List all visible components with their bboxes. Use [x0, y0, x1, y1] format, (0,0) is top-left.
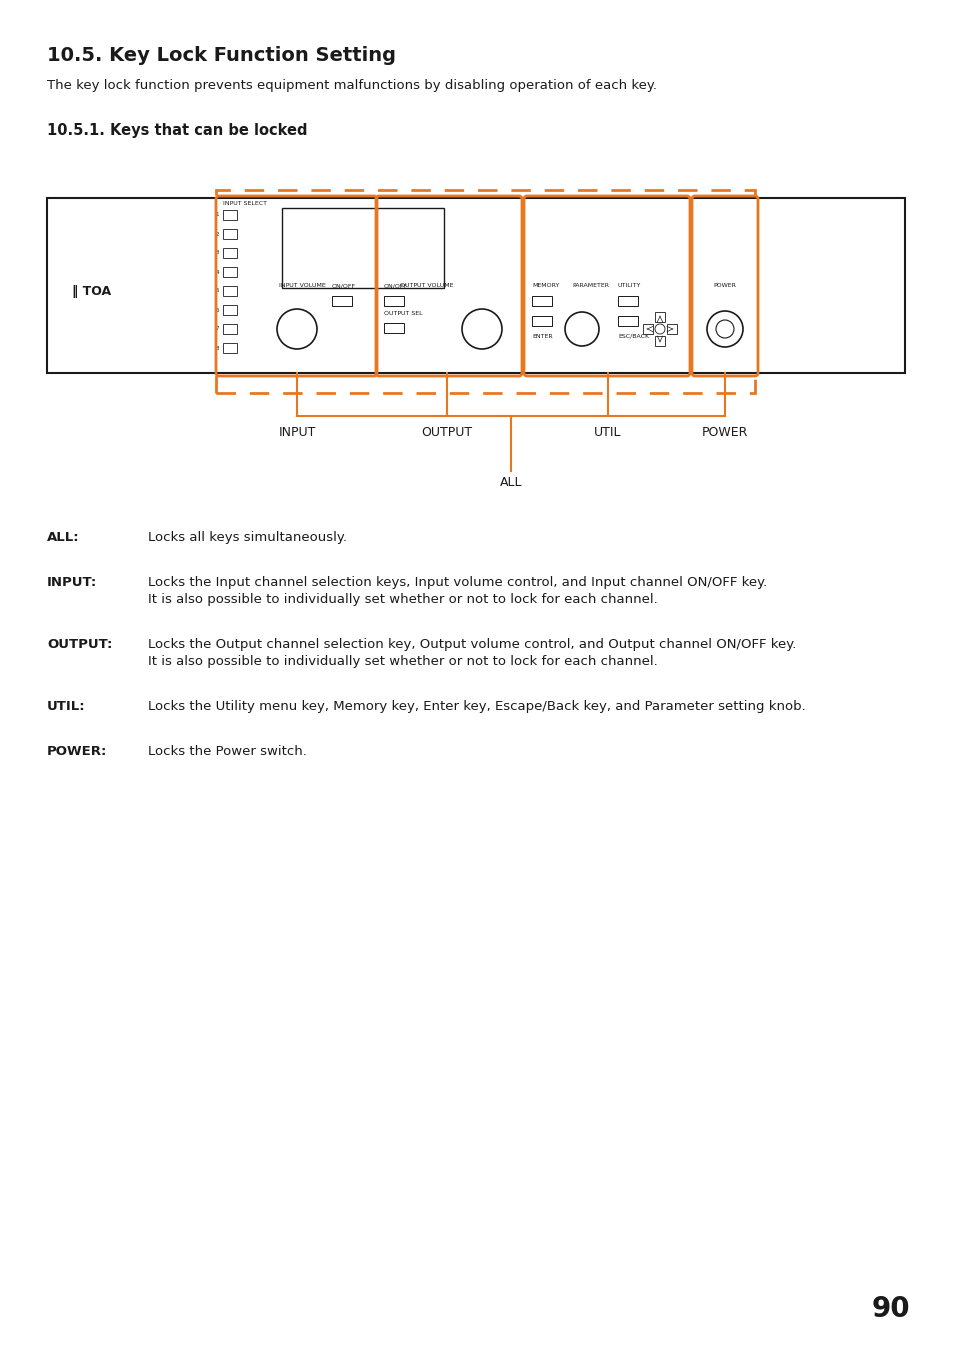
Bar: [223, 267, 236, 277]
Text: ON/OFF: ON/OFF: [384, 282, 408, 288]
Text: 7: 7: [215, 327, 219, 331]
Text: UTIL: UTIL: [594, 426, 621, 439]
Circle shape: [564, 312, 598, 346]
Bar: [223, 249, 236, 258]
Circle shape: [706, 311, 742, 347]
Text: OUTPUT VOLUME: OUTPUT VOLUME: [400, 282, 454, 288]
Bar: [618, 316, 638, 326]
Text: POWER: POWER: [713, 282, 736, 288]
Circle shape: [276, 309, 316, 349]
Bar: [532, 316, 552, 326]
Bar: [332, 296, 352, 305]
Text: The key lock function prevents equipment malfunctions by disabling operation of : The key lock function prevents equipment…: [47, 78, 657, 92]
Text: ALL: ALL: [499, 476, 521, 489]
Bar: [215, 190, 754, 393]
Text: ESC/BACK: ESC/BACK: [618, 334, 648, 339]
Text: 1: 1: [215, 212, 219, 218]
Text: Locks the Output channel selection key, Output volume control, and Output channe: Locks the Output channel selection key, …: [148, 638, 796, 651]
Bar: [47, 199, 904, 373]
Text: POWER:: POWER:: [47, 744, 108, 758]
Text: INPUT:: INPUT:: [47, 576, 97, 589]
Text: INPUT: INPUT: [278, 426, 315, 439]
Bar: [666, 324, 677, 334]
Text: It is also possible to individually set whether or not to lock for each channel.: It is also possible to individually set …: [148, 593, 657, 607]
Text: 6: 6: [215, 308, 219, 312]
Text: ON/OFF: ON/OFF: [332, 282, 355, 288]
Text: 5: 5: [215, 289, 219, 293]
Circle shape: [461, 309, 501, 349]
Text: ‖ TOA: ‖ TOA: [71, 285, 111, 297]
Bar: [532, 296, 552, 305]
Text: Locks the Input channel selection keys, Input volume control, and Input channel : Locks the Input channel selection keys, …: [148, 576, 766, 589]
Bar: [223, 209, 236, 220]
Text: 3: 3: [215, 250, 219, 255]
Text: ENTER: ENTER: [532, 334, 552, 339]
Bar: [223, 230, 236, 239]
Text: 4: 4: [215, 269, 219, 274]
Bar: [223, 343, 236, 353]
Text: It is also possible to individually set whether or not to lock for each channel.: It is also possible to individually set …: [148, 655, 657, 667]
Bar: [384, 323, 403, 332]
Text: OUTPUT: OUTPUT: [421, 426, 472, 439]
Bar: [655, 336, 664, 346]
Text: ALL:: ALL:: [47, 531, 79, 544]
Text: INPUT SELECT: INPUT SELECT: [223, 201, 267, 205]
Bar: [223, 305, 236, 315]
Text: UTIL:: UTIL:: [47, 700, 86, 713]
Bar: [384, 296, 403, 305]
Circle shape: [655, 324, 664, 334]
Text: Locks the Utility menu key, Memory key, Enter key, Escape/Back key, and Paramete: Locks the Utility menu key, Memory key, …: [148, 700, 805, 713]
Text: POWER: POWER: [701, 426, 747, 439]
Text: Locks the Power switch.: Locks the Power switch.: [148, 744, 307, 758]
Text: Locks all keys simultaneously.: Locks all keys simultaneously.: [148, 531, 347, 544]
Text: OUTPUT:: OUTPUT:: [47, 638, 112, 651]
Text: INPUT VOLUME: INPUT VOLUME: [278, 282, 325, 288]
Bar: [618, 296, 638, 305]
Text: 90: 90: [870, 1296, 909, 1323]
Text: UTILITY: UTILITY: [618, 282, 640, 288]
Bar: [655, 312, 664, 322]
Text: MEMORY: MEMORY: [532, 282, 558, 288]
Text: 10.5. Key Lock Function Setting: 10.5. Key Lock Function Setting: [47, 46, 395, 65]
Text: 2: 2: [215, 231, 219, 236]
Text: 8: 8: [215, 346, 219, 350]
Text: PARAMETER: PARAMETER: [572, 282, 608, 288]
Bar: [642, 324, 652, 334]
Bar: [223, 286, 236, 296]
Bar: [282, 208, 443, 288]
Text: 10.5.1. Keys that can be locked: 10.5.1. Keys that can be locked: [47, 123, 307, 138]
Circle shape: [716, 320, 733, 338]
Bar: [223, 324, 236, 334]
Text: OUTPUT SEL: OUTPUT SEL: [384, 311, 422, 316]
